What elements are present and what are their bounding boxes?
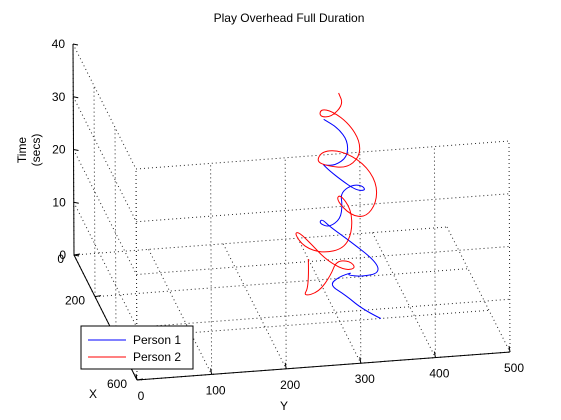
grid-line (297, 237, 362, 364)
y-axis-line (136, 351, 511, 381)
z-tick-mark (72, 43, 79, 46)
grid-line (73, 149, 137, 275)
z-tick-label: 30 (52, 90, 66, 104)
grid-line (136, 298, 510, 328)
y-axis-label: Y (280, 399, 288, 413)
grid-line (72, 96, 137, 222)
grid-line (72, 43, 137, 170)
grid-line (93, 85, 96, 297)
grid-line (371, 232, 436, 358)
y-tick-mark (135, 373, 138, 381)
grid-line (94, 268, 469, 298)
x-axis-label: X (89, 387, 97, 401)
grid-line (135, 140, 510, 170)
y-tick-mark (433, 351, 436, 358)
y-tick-label: 300 (355, 372, 375, 386)
y-tick-mark (284, 362, 287, 369)
z-tick-label: 20 (52, 143, 66, 157)
grid-line (222, 243, 287, 370)
y-tick-label: 100 (206, 383, 226, 397)
legend-label-person-2: Person 2 (133, 350, 181, 364)
x-tick-label: 600 (107, 377, 127, 391)
z-tick-label: 40 (52, 37, 66, 51)
grid-line (148, 249, 213, 375)
series-line-1 (319, 118, 382, 319)
x-tick-label: 0 (57, 252, 64, 266)
grid-line (114, 127, 117, 339)
grid-line (136, 193, 510, 223)
grid-line (73, 226, 448, 256)
y-tick-mark (508, 345, 511, 353)
grid-line (284, 157, 287, 369)
legend-label-person-1: Person 1 (133, 333, 181, 347)
grid-line (210, 163, 213, 375)
grid-line (446, 226, 511, 353)
grid-line (136, 246, 510, 275)
z-tick-mark (73, 96, 79, 99)
z-axis-label: Time (secs) (15, 134, 43, 167)
grid-line (433, 146, 436, 358)
z-axis-label-line-1: Time (15, 137, 29, 164)
x-tick-mark (94, 295, 102, 298)
x-tick-label: 200 (65, 294, 85, 308)
y-tick-label: 500 (504, 361, 524, 375)
y-tick-mark (210, 368, 213, 375)
grid-line (508, 140, 511, 353)
z-tick-mark (73, 149, 79, 151)
x-tick-mark (73, 253, 81, 256)
chart-title: Play Overhead Full Duration (214, 11, 365, 25)
legend-box (80, 325, 194, 370)
legend: Person 1 Person 2 (80, 325, 194, 370)
x-tick-mark (136, 378, 144, 381)
y-tick-label: 400 (429, 367, 449, 381)
series-line-2 (295, 92, 378, 296)
grid-line (73, 202, 138, 328)
y-tick-mark (359, 357, 362, 364)
z-axis-label-line-2: (secs) (29, 134, 43, 167)
data-series (295, 92, 382, 319)
z-tick-label: 0 (59, 248, 66, 262)
z-tick-mark (73, 201, 79, 204)
y-tick-label: 200 (280, 378, 300, 392)
y-tick-label: 0 (138, 389, 145, 403)
z-tick-label: 10 (52, 195, 66, 209)
